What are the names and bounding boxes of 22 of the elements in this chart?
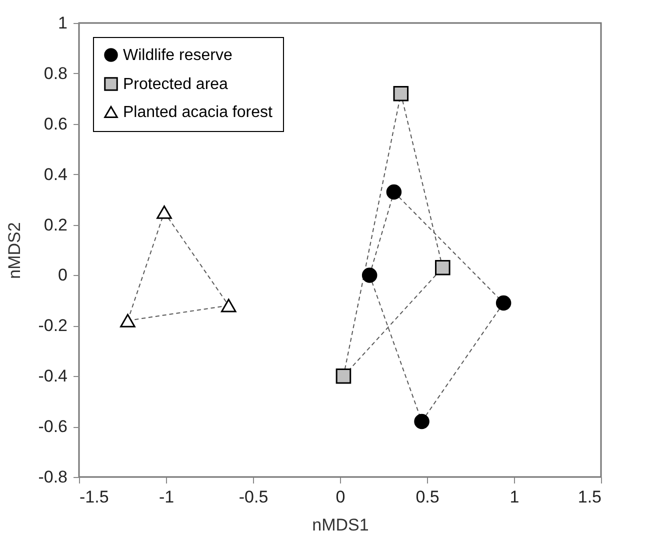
y-tick-label: 0.8 bbox=[44, 64, 68, 83]
y-tick-label: -0.8 bbox=[38, 468, 68, 486]
y-axis-title: nMDS2 bbox=[5, 222, 24, 279]
x-tick-label: 1 bbox=[510, 488, 520, 506]
legend-label: Wildlife reserve bbox=[123, 47, 232, 64]
y-tick-label: 0.2 bbox=[44, 215, 68, 234]
x-tick-label: 0 bbox=[336, 488, 346, 506]
y-tick-label: 1 bbox=[58, 14, 68, 32]
legend-label: Protected area bbox=[123, 76, 228, 93]
x-tick-label: -1 bbox=[158, 488, 174, 506]
y-tick-label: 0 bbox=[58, 266, 68, 285]
x-axis-title: nMDS1 bbox=[312, 516, 369, 534]
y-tick-label: -0.4 bbox=[38, 366, 68, 386]
x-tick-label: 1.5 bbox=[578, 488, 602, 506]
x-tick-label: 0.5 bbox=[416, 488, 440, 506]
x-tick-label: -0.5 bbox=[238, 488, 268, 506]
x-tick-label: -1.5 bbox=[80, 488, 109, 506]
y-tick-label: -0.6 bbox=[38, 417, 68, 436]
y-tick-label: 0.4 bbox=[44, 164, 68, 184]
legend-label: Planted acacia forest bbox=[123, 104, 273, 121]
y-tick-label: 0.6 bbox=[44, 114, 68, 134]
y-tick-label: -0.2 bbox=[38, 316, 68, 336]
